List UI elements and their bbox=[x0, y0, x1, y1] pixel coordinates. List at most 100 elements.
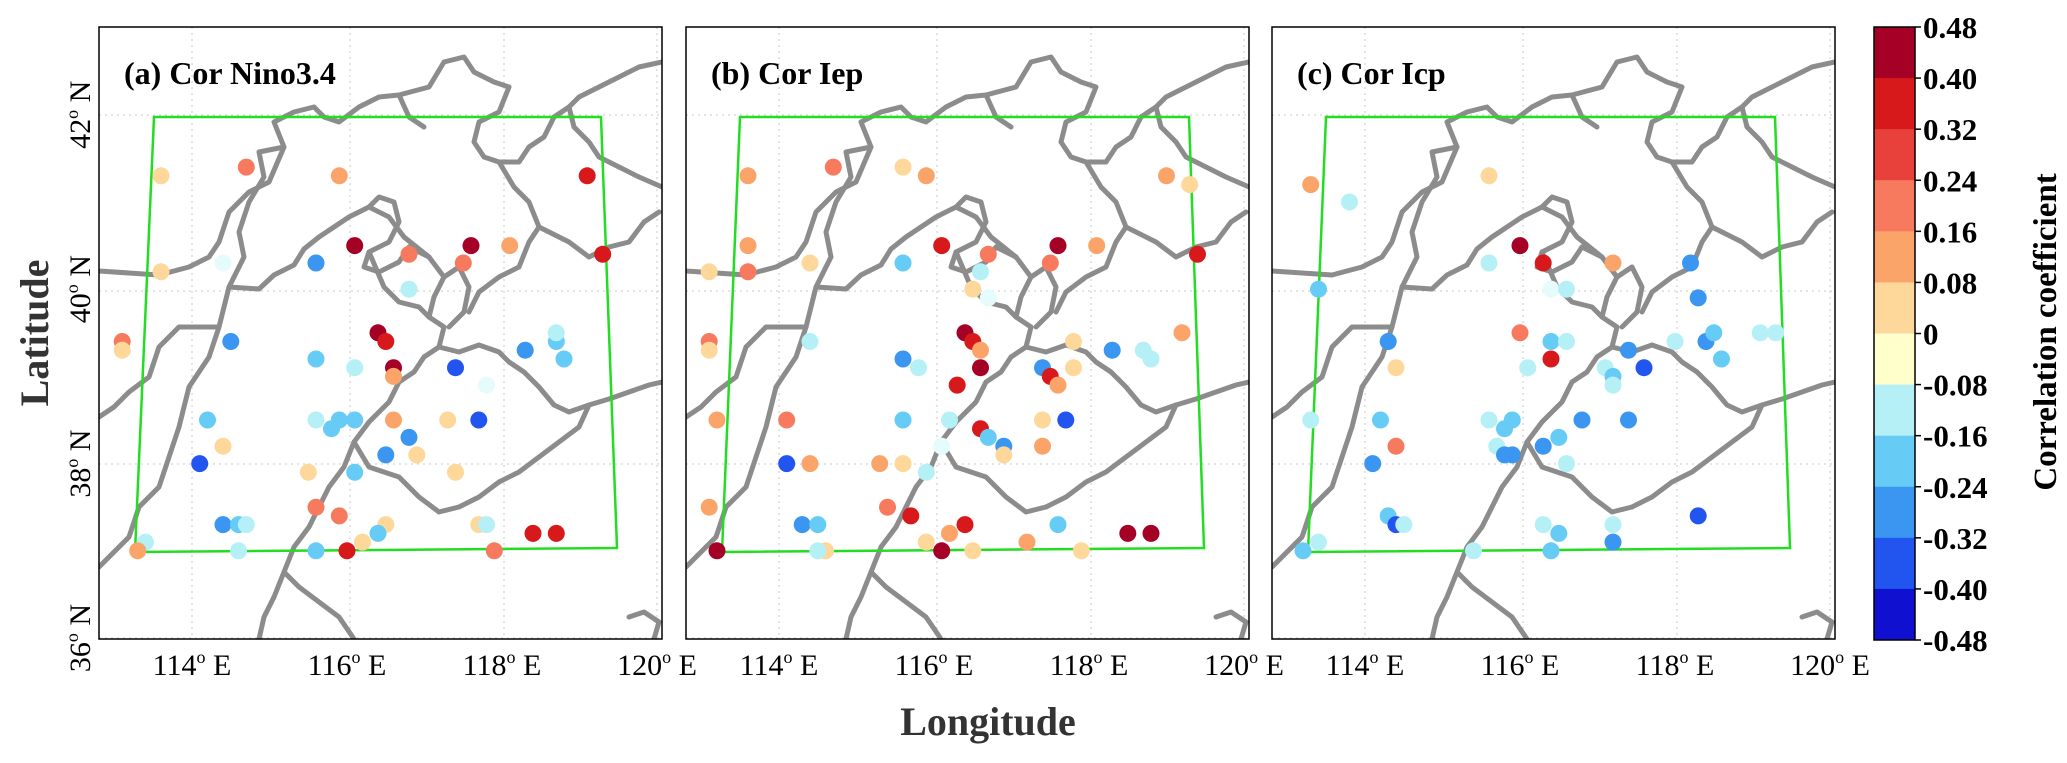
map-frame bbox=[685, 26, 1250, 640]
lon-tick-label: 118o E bbox=[1636, 647, 1715, 682]
station-point bbox=[700, 263, 718, 281]
map-panel-b: (b) Cor Iep bbox=[685, 26, 1250, 640]
station-point bbox=[578, 167, 596, 185]
colorbar: 0.48 0.40 0.32 0.24 0.16 0.08 0 -0.08 -0.16 -0.24… bbox=[1873, 10, 1988, 658]
station-point bbox=[979, 245, 997, 263]
colorbar-bin bbox=[1874, 282, 1915, 334]
station-point bbox=[1480, 167, 1498, 185]
station-point bbox=[113, 341, 131, 359]
station-point bbox=[1158, 167, 1175, 185]
station-point bbox=[801, 455, 819, 473]
stations-c bbox=[1294, 167, 1785, 560]
station-point bbox=[933, 542, 951, 560]
station-point bbox=[237, 516, 255, 534]
station-point bbox=[330, 411, 348, 429]
colorbar-tick-label: -0.32 bbox=[1923, 521, 1988, 556]
station-point bbox=[739, 263, 757, 281]
y-axis-label: Latitude bbox=[12, 260, 57, 407]
colorbar-tick-label: -0.08 bbox=[1923, 368, 1988, 403]
station-point bbox=[708, 542, 726, 560]
colorbar-tick-label: 0.08 bbox=[1923, 265, 1977, 300]
station-point bbox=[917, 533, 935, 551]
colorbar-tick-label: -0.40 bbox=[1923, 572, 1988, 607]
station-point bbox=[400, 245, 418, 263]
station-point bbox=[470, 411, 488, 429]
colorbar-tick-label: 0 bbox=[1923, 317, 1939, 352]
station-point bbox=[346, 463, 364, 481]
station-point bbox=[346, 237, 364, 255]
station-point bbox=[941, 524, 958, 542]
station-point bbox=[1088, 237, 1106, 255]
station-point bbox=[1294, 542, 1312, 560]
station-point bbox=[871, 455, 889, 473]
station-point bbox=[1534, 437, 1552, 455]
station-point bbox=[1372, 411, 1389, 429]
station-point bbox=[1034, 411, 1051, 429]
lon-tick-label: 116o E bbox=[1481, 647, 1560, 682]
map-panel-a: (a) Cor Nino3.4 bbox=[98, 26, 663, 640]
station-point bbox=[594, 245, 612, 263]
station-point bbox=[700, 341, 718, 359]
colorbar-bin bbox=[1874, 435, 1915, 488]
graticule bbox=[686, 27, 1249, 639]
lat-tick-label: 38o N bbox=[62, 430, 97, 498]
station-point bbox=[462, 237, 480, 255]
lat-tick-label: 42o N bbox=[62, 81, 97, 149]
colorbar-tick-label: 0.16 bbox=[1923, 214, 1977, 249]
station-point bbox=[454, 254, 472, 272]
lon-tick-label: 116o E bbox=[895, 647, 974, 682]
colorbar-bin bbox=[1874, 231, 1915, 283]
colorbar-tick-label: 0.24 bbox=[1923, 163, 1977, 198]
station-point bbox=[1558, 455, 1575, 473]
station-point bbox=[917, 167, 935, 185]
station-point bbox=[1142, 524, 1160, 542]
station-point bbox=[1034, 437, 1051, 455]
station-point bbox=[1310, 280, 1327, 298]
lat-tick-label: 36o N bbox=[62, 604, 97, 672]
station-point bbox=[1041, 254, 1059, 272]
station-point bbox=[956, 516, 974, 534]
station-point bbox=[199, 411, 216, 429]
station-point bbox=[894, 411, 912, 429]
lat-tick-labels: 36o N 38o N 40o N 42o N bbox=[62, 81, 97, 672]
map-panel-c: (c) Cor Icp bbox=[1271, 26, 1836, 640]
station-point bbox=[1181, 176, 1199, 194]
station-point bbox=[307, 498, 325, 516]
station-point bbox=[1018, 533, 1036, 551]
station-point bbox=[307, 411, 325, 429]
station-point bbox=[801, 254, 819, 272]
station-point bbox=[385, 367, 402, 385]
station-point bbox=[214, 437, 232, 455]
station-point bbox=[979, 289, 997, 307]
station-point bbox=[299, 463, 317, 481]
station-point bbox=[778, 455, 796, 473]
station-point bbox=[1689, 289, 1707, 307]
colorbar-tick-label: -0.48 bbox=[1923, 623, 1988, 658]
station-point bbox=[995, 446, 1013, 464]
station-point bbox=[948, 376, 966, 394]
station-point bbox=[307, 254, 325, 272]
station-point bbox=[824, 158, 842, 176]
lat-tick-label: 40o N bbox=[62, 255, 97, 323]
station-point bbox=[447, 463, 464, 481]
station-point bbox=[346, 411, 364, 429]
station-point bbox=[1049, 237, 1067, 255]
station-point bbox=[346, 359, 364, 377]
station-point bbox=[152, 167, 170, 185]
station-point bbox=[902, 507, 920, 525]
lon-tick-label: 120o E bbox=[1790, 647, 1870, 682]
station-point bbox=[1620, 341, 1637, 359]
station-point bbox=[1604, 376, 1622, 394]
lon-tick-label: 120o E bbox=[1204, 647, 1284, 682]
stations-a bbox=[113, 158, 612, 560]
station-point bbox=[485, 542, 503, 560]
station-point bbox=[1689, 507, 1707, 525]
colorbar-label: Correlation coefficient bbox=[2028, 173, 2064, 490]
station-point bbox=[400, 280, 418, 298]
colorbar-bin bbox=[1874, 129, 1915, 181]
station-point bbox=[1465, 542, 1482, 560]
station-point bbox=[964, 542, 982, 560]
station-point bbox=[979, 428, 997, 446]
colorbar-bin bbox=[1874, 180, 1915, 232]
station-point bbox=[1604, 254, 1622, 272]
